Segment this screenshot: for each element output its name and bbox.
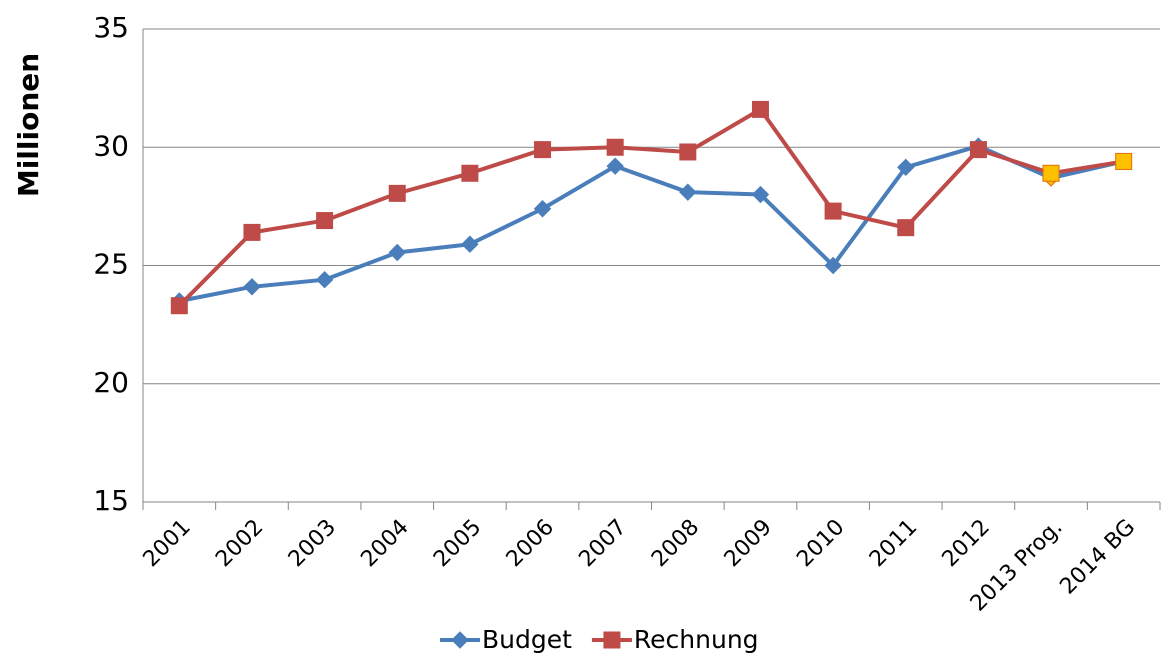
data-point [751, 185, 770, 204]
y-tick-label: 20 [93, 366, 129, 399]
data-point [388, 243, 406, 262]
data-point [897, 158, 915, 177]
data-point [388, 184, 406, 202]
x-tick-label: 2003 [284, 515, 341, 572]
data-point [243, 278, 261, 296]
data-point [1042, 164, 1060, 182]
data-point [243, 223, 261, 241]
data-point [969, 141, 987, 159]
data-point [751, 100, 769, 118]
data-point [461, 164, 479, 182]
x-tick-label: 2001 [139, 515, 196, 572]
data-point [170, 297, 188, 315]
data-point [461, 235, 479, 253]
x-tick-label: 2011 [865, 515, 922, 572]
series-line [177, 107, 1125, 308]
x-tick-label: 2004 [356, 515, 413, 572]
x-tick-label: 2014 BG [1055, 515, 1140, 600]
y-axis-label: Millionen [12, 53, 45, 197]
data-point [824, 256, 842, 275]
data-point [679, 183, 697, 201]
data-point [534, 141, 552, 159]
y-tick-label: 15 [93, 484, 129, 517]
x-tick-label: 2005 [429, 515, 486, 572]
y-tick-label: 35 [93, 11, 129, 44]
data-point [897, 219, 915, 237]
data-point [606, 138, 624, 156]
data-point [315, 270, 334, 289]
data-point [679, 143, 697, 161]
x-tick-label: 2006 [502, 515, 559, 572]
data-point [1115, 152, 1133, 170]
legend-label: Budget [482, 625, 572, 654]
data-point [606, 157, 624, 175]
x-tick-label: 2008 [647, 515, 704, 572]
series-line [178, 144, 1125, 303]
y-tick-label: 30 [93, 129, 129, 162]
x-tick-label: 2009 [720, 515, 777, 572]
data-point [603, 631, 621, 649]
data-point [824, 202, 842, 220]
data-point [316, 212, 334, 230]
y-tick-label: 25 [93, 248, 129, 281]
data-point [451, 631, 469, 649]
x-tick-label: 2002 [211, 515, 268, 572]
x-tick-label: 2007 [574, 515, 631, 572]
x-tick-label: 2012 [938, 515, 995, 572]
data-point [533, 200, 552, 218]
legend-label: Rechnung [634, 625, 759, 654]
x-tick-label: 2010 [792, 515, 849, 572]
